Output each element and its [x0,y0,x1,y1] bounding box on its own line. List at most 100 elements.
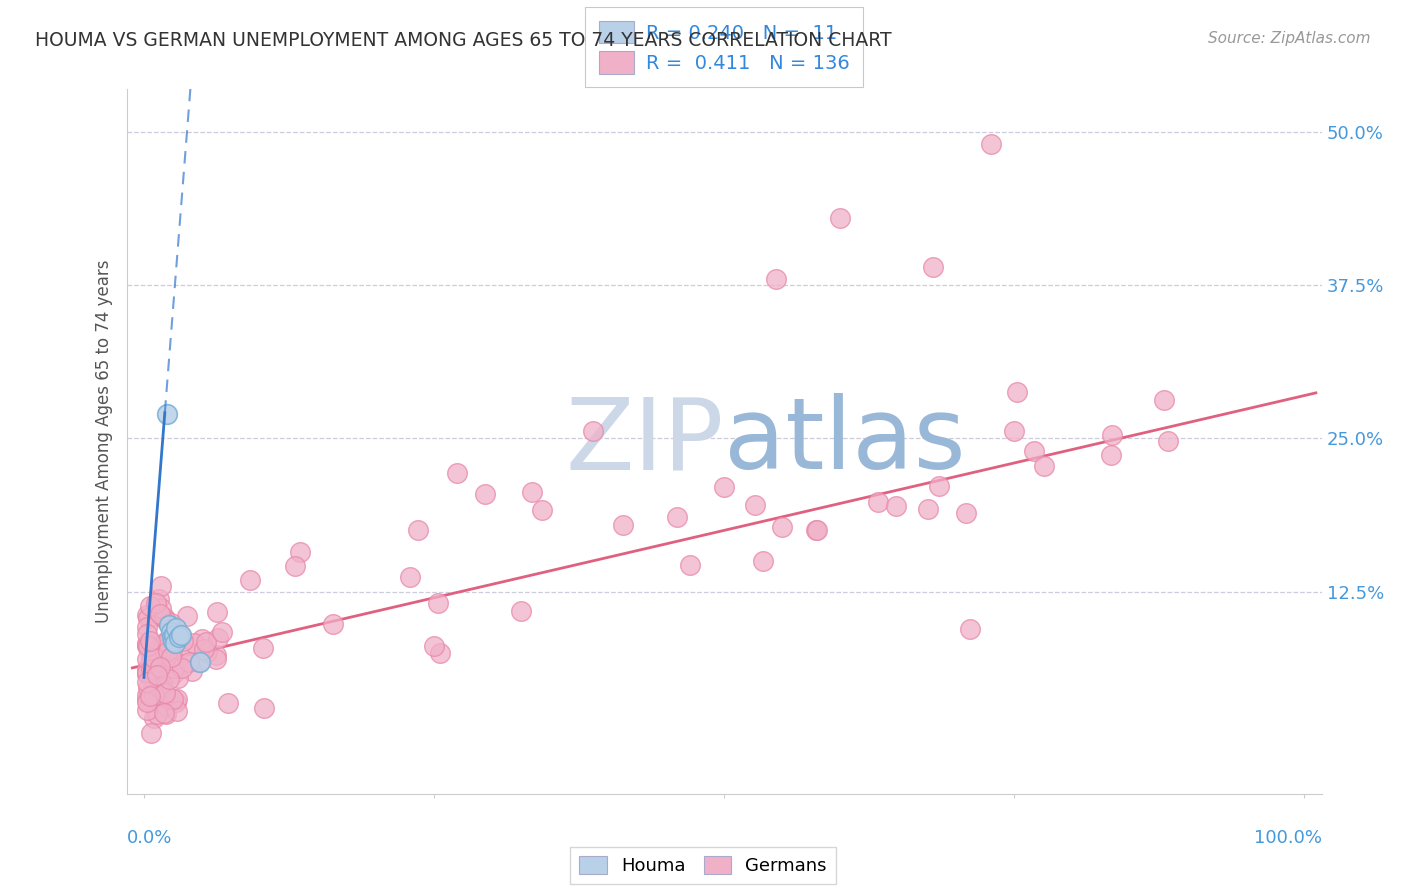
Point [284,559,307,574]
Point [136,674,159,689]
Point [149,655,172,669]
Point [139,689,162,703]
Point [159,625,181,640]
Point [143,689,166,703]
Point [139,657,162,671]
Point [136,666,159,681]
Point [148,679,170,693]
Point [156,634,179,648]
Point [191,632,214,646]
Point [176,608,198,623]
Point [141,671,163,685]
Point [149,644,172,658]
Point [713,481,735,495]
Point [928,479,950,493]
Point [153,706,176,720]
Point [136,662,159,676]
Point [138,662,160,676]
Point [149,680,172,694]
Point [205,648,228,662]
Point [162,633,184,648]
Point [136,636,159,650]
Point [149,607,172,621]
Point [474,487,496,501]
Point [160,630,183,644]
Point [253,701,276,715]
Point [157,644,180,658]
Point [136,665,159,680]
Point [211,624,233,639]
Point [136,665,159,679]
Point [159,617,181,632]
Point [143,711,166,725]
Point [980,137,1002,152]
Point [179,655,201,669]
Point [163,627,186,641]
Point [165,622,187,636]
Point [149,660,172,674]
Point [142,649,165,664]
Point [136,694,159,708]
Point [136,681,159,696]
Point [180,665,202,679]
Point [146,706,169,721]
Point [145,661,167,675]
Point [145,596,167,610]
Point [138,647,160,661]
Point [1099,448,1122,462]
Point [666,510,689,524]
Point [153,642,176,657]
Point [187,655,209,669]
Point [884,499,907,513]
Point [162,645,184,659]
Point [142,645,165,659]
Point [207,631,229,645]
Point [167,630,190,644]
Point [136,639,159,653]
Point [136,636,159,650]
Point [582,424,605,438]
Point [959,622,981,636]
Point [197,644,219,658]
Point [917,502,939,516]
Point [322,616,344,631]
Point [136,688,159,702]
Text: 100.0%: 100.0% [1254,829,1322,847]
Point [1101,428,1123,442]
Point [152,689,174,703]
Point [143,688,166,702]
Point [1033,458,1056,473]
Point [136,703,159,717]
Point [165,695,187,709]
Point [399,570,422,584]
Point [170,627,193,641]
Point [146,671,169,685]
Text: ZIP: ZIP [565,393,724,490]
Point [156,407,179,421]
Point [427,596,450,610]
Point [146,685,169,699]
Point [290,545,312,559]
Point [136,608,159,623]
Point [770,520,793,534]
Text: atlas: atlas [724,393,966,490]
Point [163,666,186,681]
Text: HOUMA VS GERMAN UNEMPLOYMENT AMONG AGES 65 TO 74 YEARS CORRELATION CHART: HOUMA VS GERMAN UNEMPLOYMENT AMONG AGES … [35,31,891,50]
Point [136,651,159,665]
Point [155,635,177,649]
Point [1002,424,1025,438]
Point [166,704,188,718]
Point [136,639,159,653]
Text: 0.0%: 0.0% [127,829,172,847]
Point [139,638,162,652]
Point [146,667,169,681]
Point [422,639,444,653]
Point [188,655,211,669]
Point [679,558,702,572]
Point [141,725,163,739]
Point [830,211,852,225]
Point [1005,385,1028,400]
Point [150,610,173,624]
Point [804,524,827,538]
Point [136,693,159,707]
